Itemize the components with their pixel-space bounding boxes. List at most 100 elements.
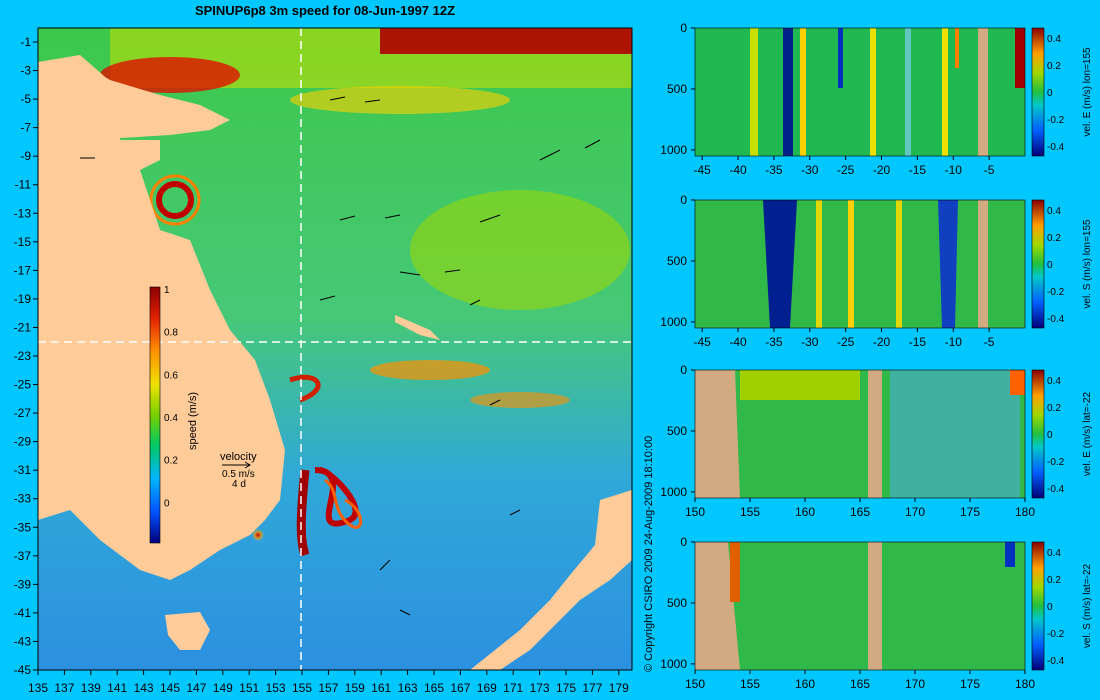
section-x-tick: -20 <box>873 163 891 177</box>
velocity-legend-title: velocity <box>220 451 257 463</box>
lon-tick-label: 139 <box>81 681 101 695</box>
section-y-tick: 1000 <box>660 143 687 157</box>
section-panel-lon155-south <box>694 199 1026 329</box>
section-label: vel. E (m/s) lat=-22 <box>1082 391 1093 476</box>
section-x-tick: 155 <box>740 505 760 519</box>
section-x-tick: -30 <box>801 335 819 349</box>
lon-axis: 135 137 139 141 143 145 147 149 151 153 155 157 159 1… <box>28 670 629 695</box>
section-y-tick: 500 <box>667 424 687 438</box>
lon-tick-label: 175 <box>556 681 576 695</box>
lon-tick-label: 163 <box>398 681 418 695</box>
australia-land <box>38 55 285 580</box>
section-colorbar-tick: 0.4 <box>1047 548 1061 559</box>
section-y-tick: 1000 <box>660 315 687 329</box>
lon-tick-label: 149 <box>213 681 233 695</box>
speed-colorbar-label: speed (m/s) <box>187 392 199 450</box>
lat-tick-label: -7 <box>20 121 31 135</box>
lat-tick-label: -29 <box>14 435 32 449</box>
lat-tick-label: -19 <box>14 292 32 306</box>
section-colorbar-tick: -0.2 <box>1047 115 1065 126</box>
section-x-tick: -25 <box>837 335 855 349</box>
section-x-tick: 175 <box>960 677 980 691</box>
section-x-tick: 150 <box>685 677 705 691</box>
lon-tick-label: 153 <box>266 681 286 695</box>
section-x-tick: -20 <box>873 335 891 349</box>
lon-tick-label: 157 <box>318 681 338 695</box>
speed-colorbar-tick: 0.2 <box>164 456 178 467</box>
section-colorbar <box>1031 369 1045 499</box>
section-y-tick: 0 <box>680 21 687 35</box>
new-zealand-land <box>470 490 632 670</box>
main-speed-map: 135 137 139 141 143 145 147 149 151 153 155 157 159 1… <box>14 27 633 695</box>
speed-colorbar-tick: 0 <box>164 498 170 509</box>
section-x-tick: -40 <box>729 163 747 177</box>
section-x-tick: -15 <box>909 163 927 177</box>
section-y-tick: 500 <box>667 82 687 96</box>
velocity-legend-interval: 4 d <box>232 479 246 490</box>
lon-tick-label: 147 <box>186 681 206 695</box>
section-x-tick: -35 <box>765 163 783 177</box>
section-x-tick: -5 <box>984 163 995 177</box>
section-x-tick: 160 <box>795 677 815 691</box>
lon-tick-label: 151 <box>239 681 259 695</box>
speed-colorbar-tick: 0.6 <box>164 370 178 381</box>
section-label: vel. E (m/s) lon=155 <box>1082 47 1093 137</box>
lat-tick-label: -39 <box>14 577 32 591</box>
section-x-tick: 170 <box>905 677 925 691</box>
new-caledonia-land <box>395 315 440 340</box>
lon-tick-label: 165 <box>424 681 444 695</box>
section-x-tick: 180 <box>1015 677 1035 691</box>
section-colorbar-tick: -0.2 <box>1047 629 1065 640</box>
section-colorbar-tick: 0.2 <box>1047 61 1061 72</box>
lat-tick-label: -23 <box>14 349 32 363</box>
lon-tick-label: 135 <box>28 681 48 695</box>
section-panel-lat-22-east <box>694 369 1026 499</box>
lat-tick-label: -41 <box>14 606 32 620</box>
section-x-tick: -45 <box>694 163 712 177</box>
speed-colorbar-tick: 0.4 <box>164 413 178 424</box>
lat-tick-label: -17 <box>14 263 32 277</box>
section-colorbar <box>1031 199 1045 329</box>
section-x-tick: -30 <box>801 163 819 177</box>
lat-tick-label: -43 <box>14 634 32 648</box>
lon-tick-label: 171 <box>503 681 523 695</box>
lat-tick-label: -21 <box>14 320 32 334</box>
section-colorbar-tick: -0.2 <box>1047 457 1065 468</box>
section-x-tick: 150 <box>685 505 705 519</box>
section-colorbar-tick: -0.2 <box>1047 287 1065 298</box>
lat-tick-label: -31 <box>14 463 32 477</box>
lat-tick-label: -13 <box>14 206 32 220</box>
section-colorbar-tick: 0 <box>1047 430 1053 441</box>
section-colorbar <box>1031 27 1045 157</box>
section-y-tick: 500 <box>667 596 687 610</box>
section-x-tick: -10 <box>945 335 963 349</box>
lat-tick-label: -35 <box>14 520 32 534</box>
section-x-tick: 170 <box>905 505 925 519</box>
section-x-tick: 165 <box>850 677 870 691</box>
section-y-tick: 500 <box>667 254 687 268</box>
lon-tick-label: 155 <box>292 681 312 695</box>
section-panel-lat-22-south <box>694 541 1026 671</box>
section-colorbar-tick: -0.4 <box>1047 484 1065 495</box>
lat-tick-label: -3 <box>20 64 31 78</box>
lon-tick-label: 179 <box>609 681 629 695</box>
section-x-tick: -5 <box>984 335 995 349</box>
section-x-tick: -40 <box>729 335 747 349</box>
lon-tick-label: 169 <box>477 681 497 695</box>
section-colorbar-tick: -0.4 <box>1047 142 1065 153</box>
section-x-tick: 175 <box>960 505 980 519</box>
lat-tick-label: -5 <box>20 92 31 106</box>
section-panel-lon155-east <box>694 27 1026 157</box>
section-y-tick: 1000 <box>660 485 687 499</box>
section-x-tick: 165 <box>850 505 870 519</box>
section-y-tick: 0 <box>680 535 687 549</box>
section-x-tick: -45 <box>694 335 712 349</box>
lat-tick-label: -11 <box>15 178 32 192</box>
lon-tick-label: 177 <box>582 681 602 695</box>
section-colorbar-tick: 0.4 <box>1047 34 1061 45</box>
lat-tick-label: -33 <box>14 492 32 506</box>
section-colorbar-tick: 0.2 <box>1047 233 1061 244</box>
lat-tick-label: -15 <box>14 235 32 249</box>
section-label: vel. S (m/s) lon=155 <box>1082 219 1093 309</box>
lat-axis: -1 -3 -5 -7 -9 -11 -13 -15 -17 -19 -21 -23 -25 -27 -29… <box>14 35 38 677</box>
